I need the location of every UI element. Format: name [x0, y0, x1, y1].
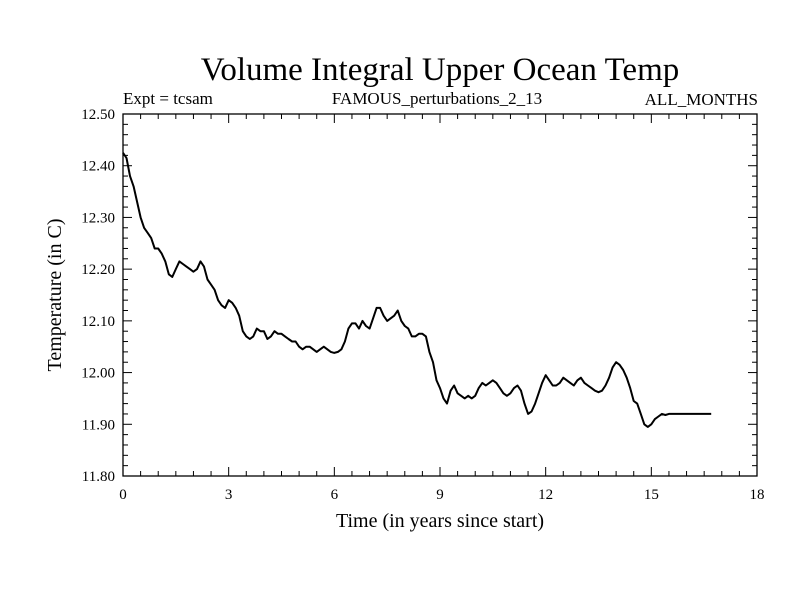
x-tick-label: 3	[225, 487, 233, 503]
y-tick-labels: 11.80 11.90 12.00 12.10 12.20 12.30 12.40 12.50	[81, 107, 115, 485]
axis-ticks	[122, 113, 758, 477]
plot-frame	[122, 113, 758, 477]
y-tick-label: 12.20	[81, 262, 115, 278]
x-tick-label: 15	[644, 487, 659, 503]
x-tick-label: 6	[331, 487, 339, 503]
y-axis-label: Temperature (in C)	[44, 219, 66, 372]
x-tick-label: 12	[538, 487, 553, 503]
x-tick-label: 0	[119, 487, 127, 503]
y-tick-label: 11.90	[82, 417, 115, 433]
months-label: ALL_MONTHS	[645, 90, 758, 109]
y-tick-label: 12.30	[81, 210, 115, 226]
x-tick-label: 9	[436, 487, 444, 503]
y-tick-label: 12.50	[81, 107, 115, 123]
temperature-series-line	[122, 152, 712, 428]
y-tick-label: 12.10	[81, 314, 115, 330]
x-axis-label: Time (in years since start)	[336, 510, 544, 532]
x-tick-label: 18	[750, 487, 765, 503]
x-tick-labels: 0 3 6 9 12 15 18	[119, 487, 764, 503]
chart-title: Volume Integral Upper Ocean Temp	[201, 52, 679, 88]
run-name-label: FAMOUS_perturbations_2_13	[332, 89, 542, 108]
y-tick-label: 12.00	[81, 366, 115, 382]
experiment-label: Expt = tcsam	[123, 89, 213, 108]
y-tick-label: 11.80	[82, 469, 115, 485]
y-tick-label: 12.40	[81, 159, 115, 175]
